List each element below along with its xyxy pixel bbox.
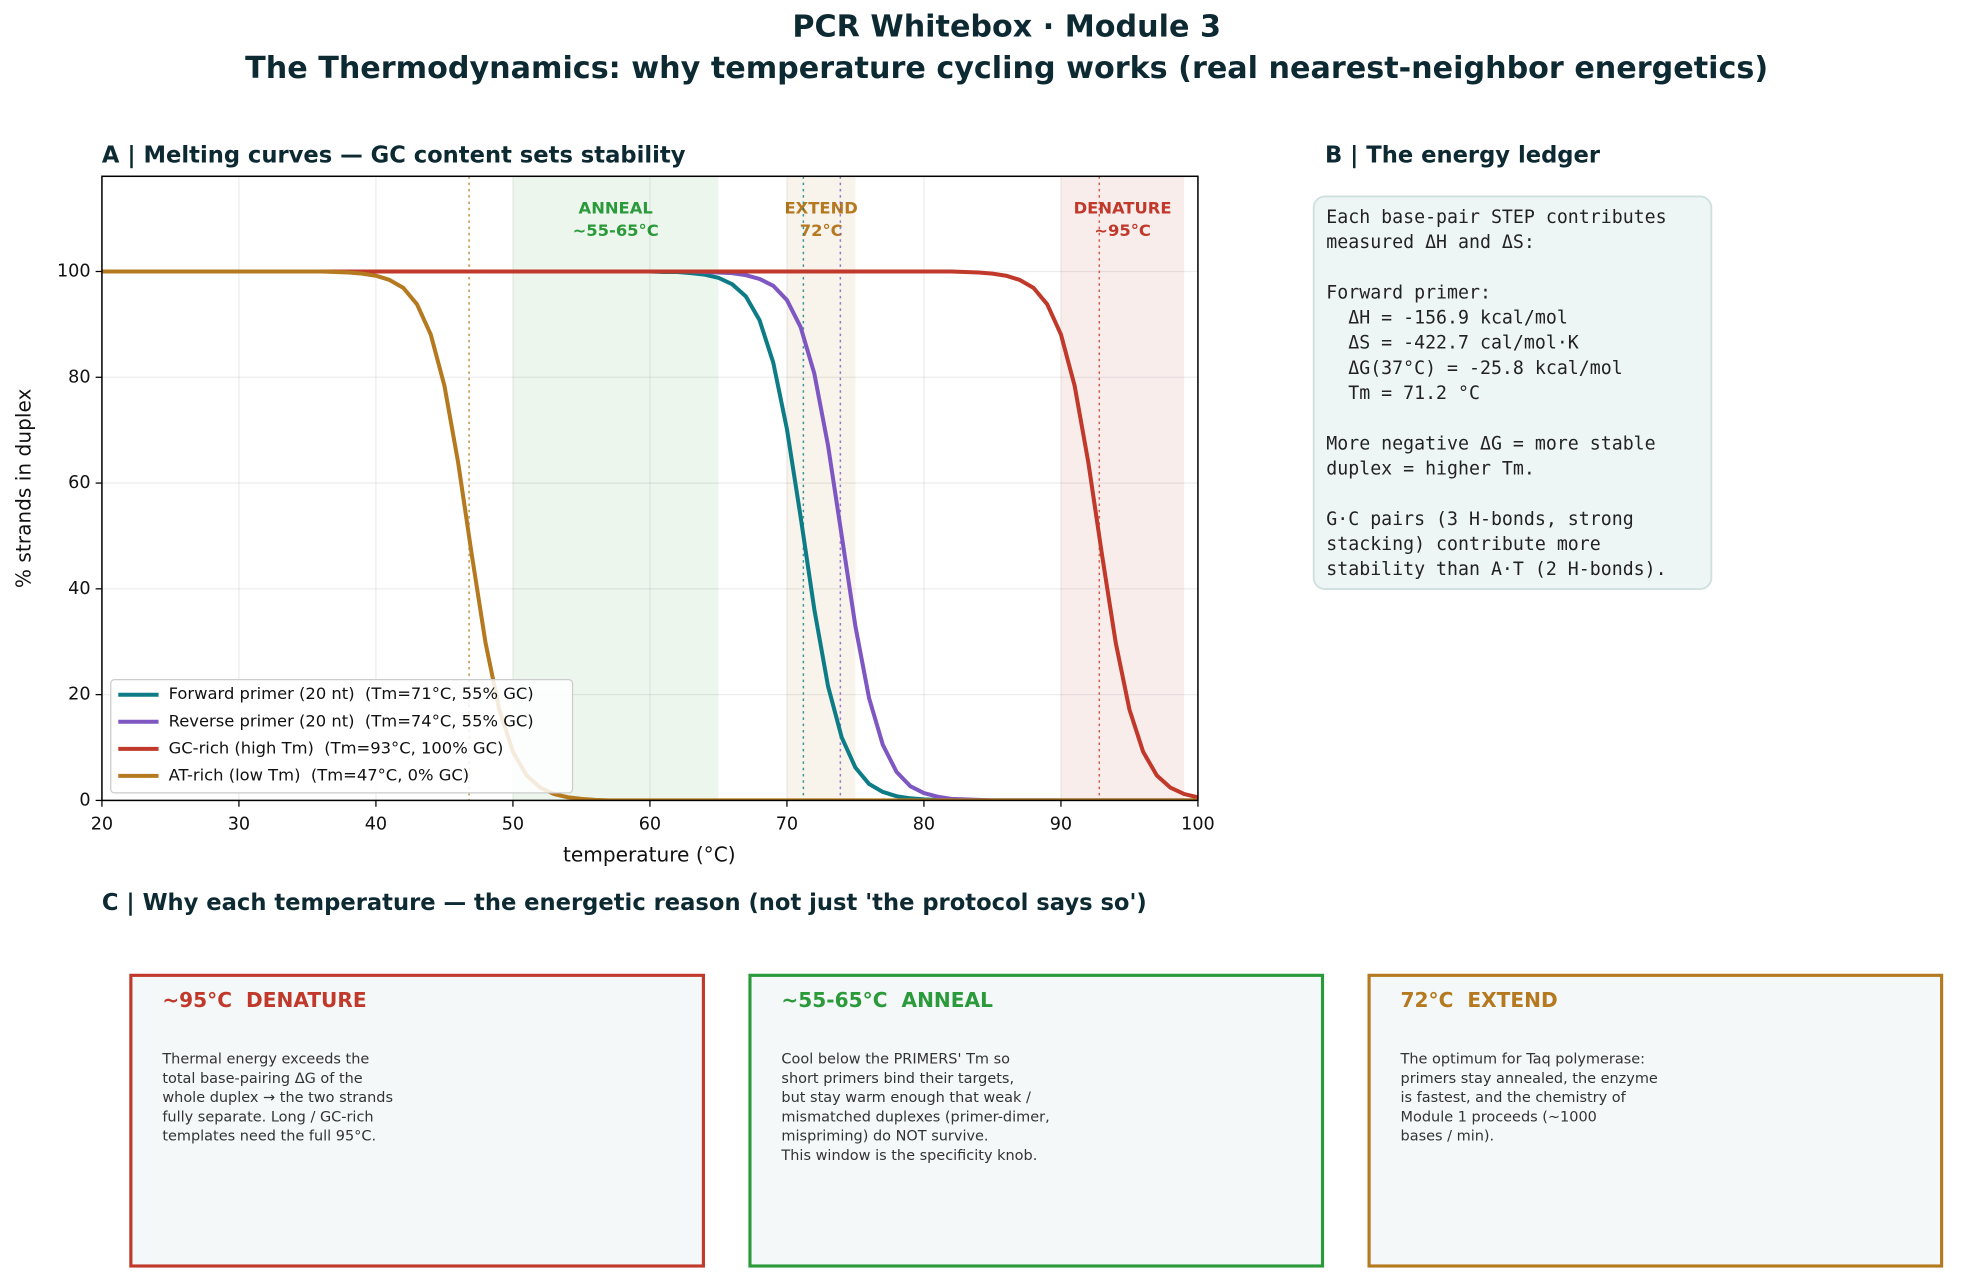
legend-box [110,678,574,794]
card-body-line: The optimum for Taq polymerase: [1400,1052,1646,1068]
x-tick-label: 60 [639,814,661,834]
ledger-line: More negative ΔG = more stable [1326,433,1655,454]
figure-title: PCR Whitebox · Module 3 [792,9,1221,44]
x-axis-label: temperature (°C) [563,842,736,866]
y-tick-label: 100 [57,261,91,281]
x-tick-label: 80 [913,814,935,834]
card-body-line: but stay warm enough that weak / [781,1090,1031,1106]
x-tick-label: 20 [91,814,113,834]
region-label: EXTEND [785,199,858,218]
ledger-box [1312,195,1713,590]
x-tick-label: 50 [502,814,524,834]
phase-region [786,176,856,801]
card-body-line: Cool below the PRIMERS' Tm so [781,1052,1010,1068]
card-body-line: templates need the full 95°C. [162,1129,376,1145]
ledger-line: stability than A·T (2 H-bonds). [1326,559,1666,580]
card-body-line: mismatched duplexes (primer-dimer, [781,1109,1049,1125]
card-body-line: total base-pairing ΔG of the [162,1071,362,1087]
card-heading: ~95°C DENATURE [162,988,366,1012]
card-body-line: Thermal energy exceeds the [161,1052,369,1068]
panel-c-title: C | Why each temperature — the energetic… [102,890,1147,916]
ledger-line: ΔS = -422.7 cal/mol·K [1326,333,1579,354]
card-body-line: primers stay annealed, the enzyme [1401,1071,1658,1087]
reason-card [129,973,705,1268]
card-body-line: whole duplex → the two strands [162,1090,393,1106]
x-tick-label: 40 [365,814,387,834]
figure-subtitle: The Thermodynamics: why temperature cycl… [245,51,1768,86]
phase-region [1060,176,1185,801]
ledger-line: measured ΔH and ΔS: [1326,232,1535,253]
ledger-line: ΔH = -156.9 kcal/mol [1326,307,1568,328]
x-tick-label: 30 [228,814,250,834]
ledger-line: duplex = higher Tm. [1326,458,1535,479]
plot-frame [101,175,1199,802]
card-body-line: mispriming) do NOT survive. [781,1129,988,1145]
melting-curve [101,269,1198,801]
panel-a-title: A | Melting curves — GC content sets sta… [102,143,686,169]
region-range-label: 72°C [800,221,843,240]
ledger-line: stacking) contribute more [1326,534,1600,555]
x-tick-label: 100 [1181,814,1215,834]
ledger-line: Forward primer: [1326,282,1491,303]
legend-label: AT-rich (low Tm) (Tm=47°C, 0% GC) [169,765,470,784]
panel-b-title: B | The energy ledger [1325,143,1601,169]
card-heading: ~55-65°C ANNEAL [781,988,993,1012]
region-label: DENATURE [1074,199,1172,218]
card-body-line: fully separate. Long / GC-rich [162,1109,373,1125]
ledger-line: Each base-pair STEP contributes [1326,207,1666,228]
legend-label: GC-rich (high Tm) (Tm=93°C, 100% GC) [169,738,504,757]
y-tick-label: 80 [68,367,90,387]
legend-label: Forward primer (20 nt) (Tm=71°C, 55% GC) [169,684,534,703]
y-tick-label: 60 [68,473,90,493]
x-tick-label: 90 [1050,814,1072,834]
reason-card [1367,973,1944,1268]
region-range-label: ~95°C [1094,221,1151,240]
card-body-line: This window is the specificity knob. [780,1148,1037,1164]
y-tick-label: 0 [79,790,90,810]
y-tick-label: 20 [68,685,90,705]
card-heading: 72°C EXTEND [1401,988,1558,1012]
legend-label: Reverse primer (20 nt) (Tm=74°C, 55% GC) [169,711,534,730]
card-body-line: short primers bind their targets, [781,1071,1014,1087]
reason-card [748,973,1325,1268]
card-body-line: bases / min). [1401,1129,1495,1145]
ledger-line: Tm = 71.2 °C [1326,383,1480,404]
x-tick-label: 70 [776,814,798,834]
region-range-label: ~55-65°C [573,221,659,240]
region-label: ANNEAL [579,199,653,218]
ledger-line: ΔG(37°C) = -25.8 kcal/mol [1326,358,1622,379]
y-tick-label: 40 [68,579,90,599]
ledger-line: G·C pairs (3 H-bonds, strong [1326,509,1633,530]
card-body-line: Module 1 proceeds (~1000 [1401,1109,1597,1125]
y-axis-label: % strands in duplex [12,389,36,589]
card-body-line: is fastest, and the chemistry of [1401,1090,1627,1106]
